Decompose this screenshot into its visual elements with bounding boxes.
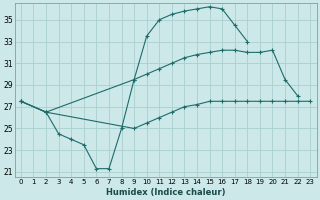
X-axis label: Humidex (Indice chaleur): Humidex (Indice chaleur) [106, 188, 225, 197]
